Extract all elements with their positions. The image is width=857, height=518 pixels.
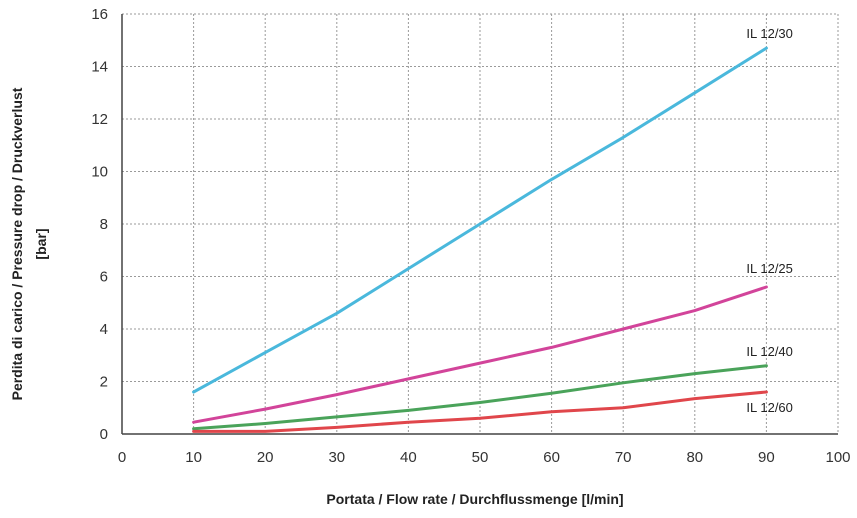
series-label: IL 12/30 [746, 26, 793, 41]
series-label: IL 12/60 [746, 400, 793, 415]
series-line [192, 364, 768, 431]
x-tick-label: 90 [758, 449, 775, 466]
y-tick-label: 6 [100, 269, 108, 286]
x-tick-label: 70 [615, 449, 632, 466]
y-tick-label: 8 [100, 216, 108, 233]
y-tick-label: 2 [100, 374, 108, 391]
series-label: IL 12/40 [746, 344, 793, 359]
y-tick-label: 4 [100, 321, 108, 338]
x-tick-label: 10 [185, 449, 202, 466]
x-tick-label: 60 [543, 449, 560, 466]
y-tick-label: 12 [91, 111, 108, 128]
y-axis-unit: [bar] [33, 228, 49, 259]
x-tick-label: 50 [472, 449, 489, 466]
x-tick-label: 100 [825, 449, 850, 466]
series-layer [192, 46, 768, 433]
x-tick-label: 0 [118, 449, 126, 466]
x-tick-label: 80 [686, 449, 703, 466]
series-line [192, 285, 768, 424]
y-tick-label: 0 [100, 426, 108, 443]
x-tick-label: 20 [257, 449, 274, 466]
series-label: IL 12/25 [746, 261, 793, 276]
series-line [192, 390, 768, 433]
y-axis-title: Perdita di carico / Pressure drop / Druc… [9, 87, 25, 400]
y-tick-label: 14 [91, 59, 108, 76]
y-tick-label: 16 [91, 6, 108, 23]
axis-layer [121, 14, 838, 435]
x-tick-label: 40 [400, 449, 417, 466]
x-axis-title: Portata / Flow rate / Durchflussmenge [l… [326, 491, 623, 507]
label-layer: 0 10 20 30 40 50 60 70 80 90 100 0 2 4 6 8 10 12 14 16 IL 12… [9, 6, 851, 507]
x-tick-label: 30 [328, 449, 345, 466]
series-line [192, 46, 768, 394]
y-tick-label: 10 [91, 164, 108, 181]
grid-layer [122, 13, 839, 434]
